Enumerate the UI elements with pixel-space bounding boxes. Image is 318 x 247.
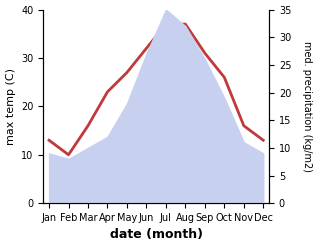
Y-axis label: med. precipitation (kg/m2): med. precipitation (kg/m2) <box>302 41 313 172</box>
Y-axis label: max temp (C): max temp (C) <box>5 68 16 145</box>
X-axis label: date (month): date (month) <box>110 228 203 242</box>
